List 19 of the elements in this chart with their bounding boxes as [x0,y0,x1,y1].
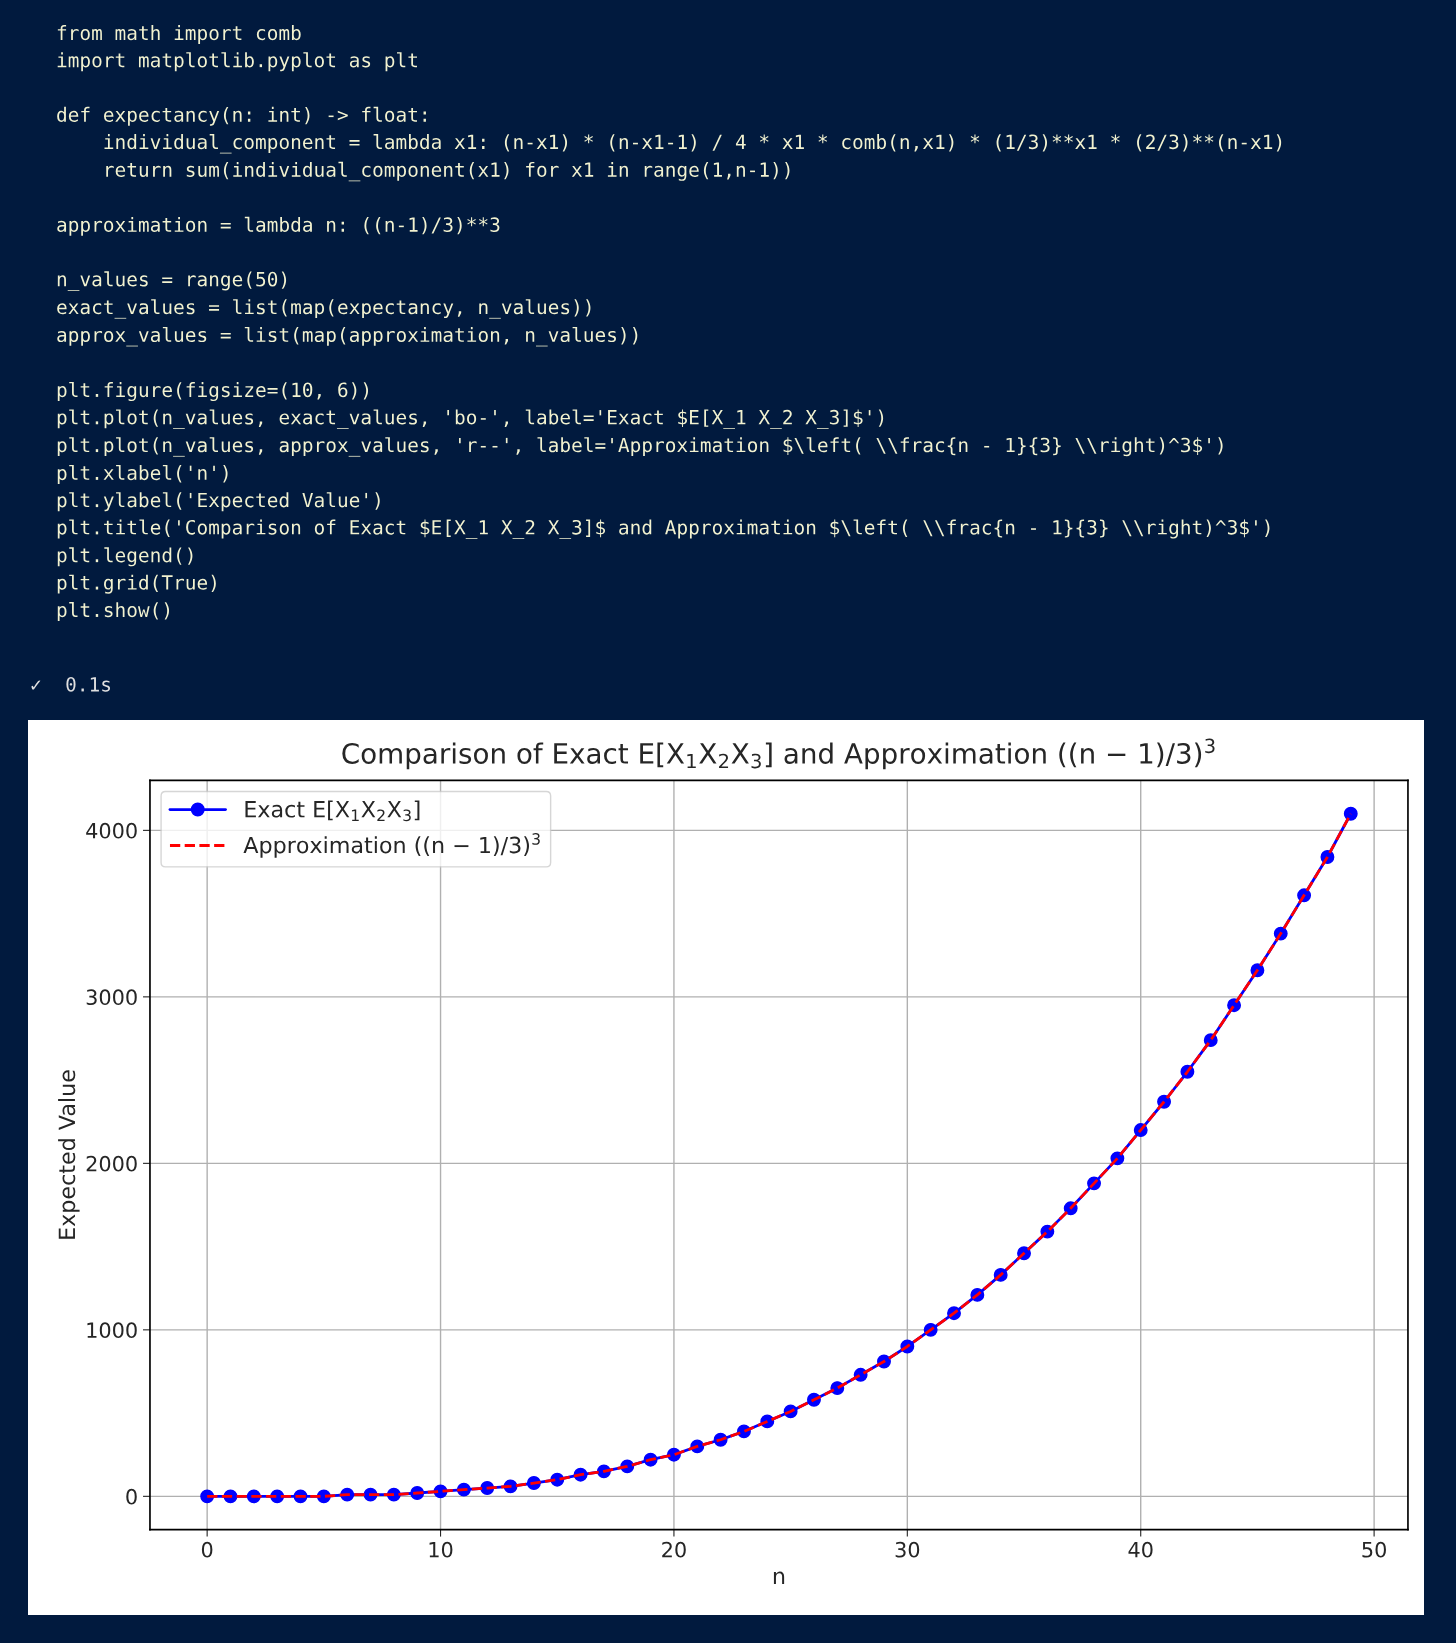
x-tick-label: 40 [1128,1541,1153,1558]
y-tick-label: 0 [126,1488,137,1505]
y-axis-title: Expected Value [58,1070,80,1239]
point [1343,806,1358,821]
x-axis-title: n [773,1571,785,1585]
y-tick-label: 2000 [86,1155,137,1172]
x-tick-label: 10 [429,1541,453,1558]
x-tick-label: 20 [662,1541,686,1558]
chart-title: Comparison of Exact E[X$_{1}$X$_{2}$X$_{3}$] and Approximation ((n − 1)/3)$^{3}$ [342,738,1215,770]
legend-label: Approximation ((n − 1)/3)$^{3}$ [243,833,540,858]
x-tick-label: 30 [895,1541,920,1558]
y-tick-label: 4000 [86,822,137,839]
text: from math import comb import matplotlib.pyplot as plt def expectancy(n: int) -> float: individual_component = lambda x1: (n-x1) * (n-x1-1) / 4 * x1 * comb(n,x1) * (1/3)**x1 * (2/3)**(n-x1) return sum(individual_component(x1) for x1 in range(1,n-1)) approximation = lambda n: ((n-1)/3)**3 n_values = range(50) exact_values = list(map(expectancy, n_values)) approx_values = list(map(approximation, n_values)) plt.figure(figsize=(10, 6)) plt.plot(n_values, exact_values, 'bo-', label='Exact $E[X_1 X_2 X_3]$') plt.plot(n_values, approx_values, 'r--', label='Approximation $\left( \\frac{n - 1}{3} \\right)^3$') plt.xlabel('n') plt.ylabel('Expected Value') plt.title('Comparison of Exact $E[X_1 X_2 X_3]$ and Approximation $\left( \\frac{n - 1}{3} \\right)^3$') plt.legend() plt.grid(True) plt.show() [57,25,1282,621]
x-tick-label: 50 [1362,1541,1386,1558]
y-tick-label: 3000 [86,989,137,1006]
text: ✓ 0.1s [31,676,111,692]
x-tick-label: 0 [201,1541,213,1558]
y-tick-label: 1000 [87,1322,137,1339]
legend-label: Exact E[X$_{1}$X$_{2}$X$_{3}$] [245,800,420,822]
